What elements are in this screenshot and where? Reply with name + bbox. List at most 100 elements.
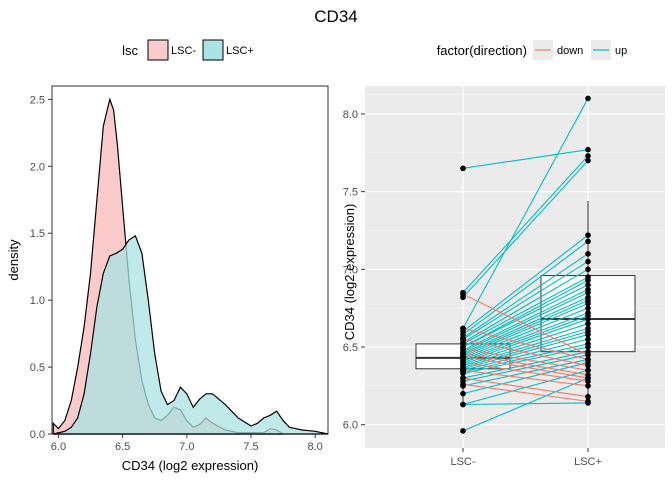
legend-label-lsc-plus: LSC+ [226, 45, 254, 57]
data-point-lsc-minus [460, 353, 466, 360]
pair-line-up [462, 377, 589, 432]
pair-line-up [462, 354, 589, 382]
pair-line-up [462, 292, 589, 353]
data-point-lsc-plus [585, 282, 591, 288]
boxplot-y-ticks: 6.0 6.5 7.0 7.5 8.0 [343, 109, 365, 432]
pair-line-up [462, 402, 589, 406]
data-point-lsc-minus [460, 381, 466, 388]
pair-line-up [462, 303, 589, 357]
pair-line-down [462, 352, 589, 376]
data-point-lsc-minus [460, 325, 466, 332]
pair-line-up [462, 279, 589, 348]
density-legend-title: lsc [122, 43, 138, 58]
direction-legend-title: factor(direction) [437, 43, 527, 58]
data-point-lsc-plus [585, 146, 591, 153]
data-point-lsc-plus [585, 336, 591, 343]
boxplot-x-tick-label: LSC- [450, 456, 475, 468]
density-x-tick-label: 7.5 [243, 441, 258, 453]
pair-line-up [462, 318, 589, 364]
pair-line-down [462, 369, 589, 387]
data-point-lsc-plus [585, 250, 591, 257]
density-y-tick-label: 1.5 [30, 228, 45, 240]
pair-line-down [462, 383, 589, 402]
data-point-lsc-plus [585, 367, 591, 374]
density-x-tick-label: 8.0 [308, 441, 323, 453]
data-point-lsc-minus [460, 367, 466, 374]
boxplot-plot-panel [365, 86, 665, 448]
density-y-tick-label: 1.0 [30, 295, 45, 307]
pair-line-up [462, 253, 589, 339]
legend-label-lsc-minus: LSC- [171, 45, 196, 57]
data-point-lsc-minus [460, 336, 466, 343]
pair-line-down [462, 338, 589, 367]
boxplot-y-tick-label: 7.0 [343, 264, 358, 276]
pair-line-up [462, 351, 589, 379]
pair-line-down [462, 377, 589, 398]
boxplot-y-tick-label: 7.5 [343, 187, 358, 199]
data-point-lsc-plus [585, 393, 591, 400]
data-point-lsc-plus [585, 362, 591, 369]
density-x-ticks: 6.0 6.5 7.0 7.5 8.0 [51, 434, 323, 453]
legend-label-up: up [615, 45, 627, 57]
pair-line-up [462, 98, 589, 329]
pair-line-up [462, 160, 589, 298]
density-x-tick-label: 6.0 [51, 441, 66, 453]
pair-line-up [462, 149, 589, 169]
density-chart: lsc LSC- LSC+ 6.0 6.5 7.0 7.5 8.0 0.0 0.5 1.0 1… [6, 39, 329, 473]
data-point-lsc-plus [585, 238, 591, 245]
data-point-lsc-plus [585, 331, 591, 338]
data-point-lsc-minus [460, 165, 466, 172]
legend-label-down: down [557, 45, 583, 57]
density-area-lsc-minusplus [53, 235, 329, 435]
density-x-tick-label: 7.0 [179, 441, 194, 453]
data-point-lsc-minus [460, 390, 466, 397]
pair-line-up [462, 346, 589, 374]
data-point-lsc-minus [460, 428, 466, 434]
pair-line-up [462, 261, 589, 340]
pair-line-up [462, 234, 589, 332]
data-point-lsc-minus [460, 375, 466, 381]
density-x-tick-label: 6.5 [115, 441, 130, 453]
density-y-axis-label: density [6, 239, 21, 281]
pair-line-down [462, 293, 589, 356]
density-y-tick-label: 2.0 [30, 161, 45, 173]
data-point-lsc-plus [585, 378, 591, 384]
data-point-lsc-plus [585, 277, 591, 284]
data-point-lsc-plus [585, 232, 591, 238]
pair-line-up [462, 155, 589, 294]
data-point-lsc-plus [585, 95, 591, 102]
data-point-lsc-minus [460, 359, 466, 366]
pair-line-up [462, 284, 589, 348]
data-point-lsc-plus [585, 320, 591, 327]
data-point-lsc-plus [585, 356, 591, 363]
density-y-tick-label: 2.5 [30, 94, 45, 106]
pair-line-down [462, 362, 589, 382]
boxplot-y-tick-label: 6.5 [343, 342, 358, 354]
data-point-lsc-plus [585, 316, 591, 322]
density-y-tick-label: 0.0 [30, 429, 45, 441]
legend-key-lsc-minus [147, 39, 169, 61]
density-legend: lsc LSC- LSC+ [122, 39, 254, 61]
direction-legend: factor(direction) down up [437, 40, 627, 60]
density-y-ticks: 0.0 0.5 1.0 1.5 2.0 2.5 [30, 94, 52, 441]
pair-line-up [462, 276, 589, 345]
data-point-lsc-plus [585, 351, 591, 358]
pair-line-up [462, 307, 589, 359]
data-point-lsc-plus [585, 157, 591, 164]
boxplot-y-axis-label: CD34 (log2 expression) [342, 204, 357, 341]
boxplot-y-tick-label: 8.0 [343, 109, 358, 121]
density-x-axis-label: CD34 (log2 expression) [122, 458, 259, 473]
pair-line-up [462, 330, 589, 368]
pair-line-down [462, 355, 589, 379]
pair-line-up [462, 268, 589, 343]
pair-line-up [462, 240, 589, 336]
boxplot-y-tick-label: 6.0 [343, 420, 358, 432]
pair-line-up [462, 315, 589, 362]
data-point-lsc-plus [585, 300, 591, 307]
boxplot-x-tick-label: LSC+ [574, 456, 602, 468]
data-point-lsc-minus [460, 345, 466, 352]
density-y-tick-label: 0.5 [30, 362, 45, 374]
pair-line-up [462, 334, 589, 370]
figure-title: CD34 [314, 7, 357, 26]
